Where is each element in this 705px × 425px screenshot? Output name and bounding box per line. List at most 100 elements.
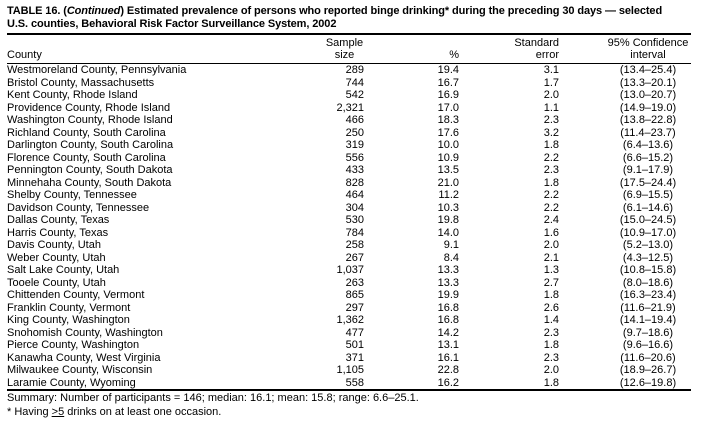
standard-error-cell: 1.3 bbox=[543, 264, 559, 276]
county-cell: Kent County, Rhode Island bbox=[7, 89, 138, 101]
standard-error-cell: 3.1 bbox=[543, 64, 559, 76]
county-cell: Richland County, South Carolina bbox=[7, 126, 166, 139]
standard-error-cell: 2.0 bbox=[543, 89, 559, 101]
confidence-interval-cell: (10.9–17.0) bbox=[619, 226, 677, 239]
standard-error-cell: 1.1 bbox=[543, 101, 559, 114]
standard-error-cell: 2.7 bbox=[543, 276, 559, 289]
confidence-interval-cell: (6.9–15.5) bbox=[622, 189, 674, 201]
standard-error-cell: 1.7 bbox=[543, 76, 559, 89]
county-cell: Davidson County, Tennessee bbox=[7, 201, 150, 214]
table-row: Harris County, Texas 784 14.0 1.6 (10.9–… bbox=[7, 227, 691, 240]
sample-size-cell: 263 bbox=[345, 276, 364, 289]
confidence-interval-cell: (9.1–17.9) bbox=[622, 164, 674, 176]
header-se-line2: error bbox=[469, 49, 565, 64]
table-row: Darlington County, South Carolina 319 10… bbox=[7, 139, 691, 152]
sample-size-cell: 542 bbox=[345, 89, 364, 101]
confidence-interval-cell: (5.2–13.0) bbox=[622, 239, 674, 251]
footnote-suffix: drinks on at least one occasion. bbox=[64, 405, 222, 418]
title-main: ) Estimated prevalence of persons who re… bbox=[120, 5, 663, 17]
standard-error-cell: 2.6 bbox=[543, 301, 559, 314]
table-row: Providence County, Rhode Island 2,321 17… bbox=[7, 102, 691, 115]
header-spacer bbox=[7, 34, 317, 49]
title-continued: Continued bbox=[66, 5, 121, 17]
county-cell: Minnehaha County, South Dakota bbox=[7, 176, 172, 189]
percent-cell: 10.3 bbox=[437, 201, 459, 214]
table-row: Kanawha County, West Virginia 371 16.1 2… bbox=[7, 352, 691, 365]
confidence-interval-cell: (6.6–15.2) bbox=[622, 151, 674, 164]
table-row: Laramie County, Wyoming 558 16.2 1.8 (12… bbox=[7, 377, 691, 391]
table-row: Pennington County, South Dakota 433 13.5… bbox=[7, 164, 691, 177]
county-cell: Dallas County, Texas bbox=[7, 214, 110, 226]
header-county: County bbox=[7, 49, 317, 64]
standard-error-cell: 2.2 bbox=[543, 151, 559, 164]
county-cell: Pennington County, South Dakota bbox=[7, 164, 173, 176]
table-row: Shelby County, Tennessee 464 11.2 2.2 (6… bbox=[7, 189, 691, 202]
table-row: Chittenden County, Vermont 865 19.9 1.8 … bbox=[7, 289, 691, 302]
table-row: Snohomish County, Washington 477 14.2 2.… bbox=[7, 327, 691, 340]
county-cell: Tooele County, Utah bbox=[7, 276, 106, 289]
percent-cell: 8.4 bbox=[443, 251, 459, 264]
sample-size-cell: 304 bbox=[345, 201, 364, 214]
percent-cell: 13.1 bbox=[437, 339, 459, 351]
table-row: Franklin County, Vermont 297 16.8 2.6 (1… bbox=[7, 302, 691, 315]
table-row: Salt Lake County, Utah 1,037 13.3 1.3 (1… bbox=[7, 264, 691, 277]
sample-size-cell: 466 bbox=[345, 114, 364, 126]
percent-cell: 13.3 bbox=[437, 264, 459, 276]
footnote-prefix: * Having bbox=[7, 405, 52, 418]
standard-error-cell: 2.3 bbox=[543, 164, 559, 176]
sample-size-cell: 556 bbox=[345, 151, 364, 164]
percent-cell: 14.0 bbox=[437, 226, 459, 239]
confidence-interval-cell: (16.3–23.4) bbox=[619, 289, 677, 301]
greater-equal-symbol: >5 bbox=[51, 405, 65, 418]
table-row: Davis County, Utah 258 9.1 2.0 (5.2–13.0… bbox=[7, 239, 691, 252]
table-body: Westmoreland County, Pennsylvania 289 19… bbox=[7, 64, 691, 391]
table-row: Tooele County, Utah 263 13.3 2.7 (8.0–18… bbox=[7, 277, 691, 290]
standard-error-cell: 1.8 bbox=[543, 376, 559, 389]
county-cell: Pierce County, Washington bbox=[7, 339, 140, 351]
confidence-interval-cell: (14.1–19.4) bbox=[619, 314, 677, 326]
sample-size-cell: 477 bbox=[345, 326, 364, 339]
table-row: King County, Washington 1,362 16.8 1.4 (… bbox=[7, 314, 691, 327]
sample-size-cell: 250 bbox=[345, 126, 364, 139]
confidence-interval-cell: (9.7–18.6) bbox=[622, 326, 674, 339]
percent-cell: 17.0 bbox=[437, 101, 459, 114]
confidence-interval-cell: (15.0–24.5) bbox=[619, 214, 677, 226]
percent-cell: 10.9 bbox=[437, 151, 459, 164]
header-ci-line1: 95% Confidence bbox=[607, 37, 689, 49]
table-row: Minnehaha County, South Dakota 828 21.0 … bbox=[7, 177, 691, 190]
sample-size-cell: 2,321 bbox=[336, 101, 364, 114]
sample-size-cell: 865 bbox=[345, 289, 364, 301]
standard-error-cell: 2.4 bbox=[543, 214, 559, 226]
sample-size-cell: 744 bbox=[345, 76, 364, 89]
confidence-interval-cell: (18.9–26.7) bbox=[619, 364, 677, 376]
standard-error-cell: 2.3 bbox=[543, 351, 559, 364]
county-cell: Providence County, Rhode Island bbox=[7, 101, 171, 114]
standard-error-cell: 2.0 bbox=[543, 364, 559, 376]
confidence-interval-cell: (8.0–18.6) bbox=[622, 276, 674, 289]
header-percent: % bbox=[372, 49, 469, 64]
confidence-interval-cell: (6.1–14.6) bbox=[622, 201, 674, 214]
county-cell: Bristol County, Massachusetts bbox=[7, 76, 155, 89]
confidence-interval-cell: (11.4–23.7) bbox=[620, 126, 676, 139]
county-cell: Harris County, Texas bbox=[7, 226, 109, 239]
header-se-line1: Standard bbox=[514, 37, 559, 49]
county-cell: King County, Washington bbox=[7, 314, 130, 326]
table-row: Kent County, Rhode Island 542 16.9 2.0 (… bbox=[7, 89, 691, 102]
county-cell: Weber County, Utah bbox=[7, 251, 106, 264]
confidence-interval-cell: (17.5–24.4) bbox=[619, 176, 677, 189]
percent-cell: 22.8 bbox=[437, 364, 459, 376]
percent-cell: 21.0 bbox=[437, 176, 459, 189]
sample-size-cell: 501 bbox=[345, 339, 364, 351]
table-row: Milwaukee County, Wisconsin 1,105 22.8 2… bbox=[7, 364, 691, 377]
standard-error-cell: 2.1 bbox=[543, 251, 559, 264]
sample-size-cell: 371 bbox=[345, 351, 364, 364]
county-cell: Westmoreland County, Pennsylvania bbox=[7, 64, 187, 76]
county-cell: Snohomish County, Washington bbox=[7, 326, 163, 339]
county-cell: Darlington County, South Carolina bbox=[7, 139, 174, 151]
table-title-line2: U.S. counties, Behavioral Risk Factor Su… bbox=[7, 17, 337, 30]
confidence-interval-cell: (11.6–20.6) bbox=[620, 351, 676, 364]
table-row: Pierce County, Washington 501 13.1 1.8 (… bbox=[7, 339, 691, 352]
county-cell: Davis County, Utah bbox=[7, 239, 101, 251]
table-title: TABLE 16. (Continued) Estimated prevalen… bbox=[7, 5, 684, 30]
standard-error-cell: 1.6 bbox=[543, 226, 559, 239]
